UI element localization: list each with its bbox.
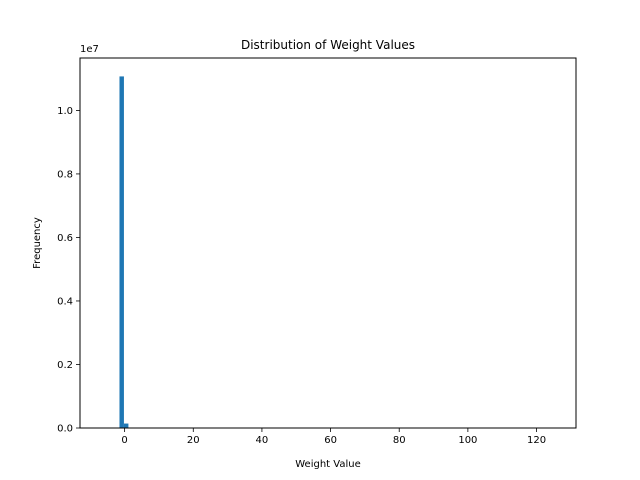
x-tick-label: 80: [393, 435, 406, 446]
chart-title: Distribution of Weight Values: [241, 38, 415, 52]
plot-frame: [79, 57, 577, 429]
histogram-bar-1: [123, 423, 129, 428]
y-axis-ticks: 0.0 0.2 0.4 0.6 0.8 1.0: [57, 106, 80, 435]
x-tick-label: 40: [256, 435, 269, 446]
y-offset-text: 1e7: [80, 44, 99, 55]
y-tick-label: 0.2: [57, 360, 73, 371]
x-axis-ticks: 0 20 40 60 80 100 120: [121, 428, 546, 446]
x-tick-label: 60: [324, 435, 337, 446]
y-axis-label: Frequency: [32, 217, 43, 269]
x-axis-label: Weight Value: [295, 459, 360, 470]
y-tick-label: 0.8: [57, 169, 73, 180]
x-tick-label: 100: [458, 435, 477, 446]
y-tick-label: 0.0: [57, 424, 73, 435]
y-tick-label: 0.6: [57, 233, 73, 244]
x-tick-label: 120: [527, 435, 546, 446]
y-tick-label: 0.4: [57, 296, 73, 307]
bars-group: [119, 76, 129, 429]
y-tick-label: 1.0: [57, 106, 73, 117]
x-tick-label: 0: [121, 435, 127, 446]
x-tick-label: 20: [187, 435, 200, 446]
histogram-bar-0: [119, 76, 124, 429]
